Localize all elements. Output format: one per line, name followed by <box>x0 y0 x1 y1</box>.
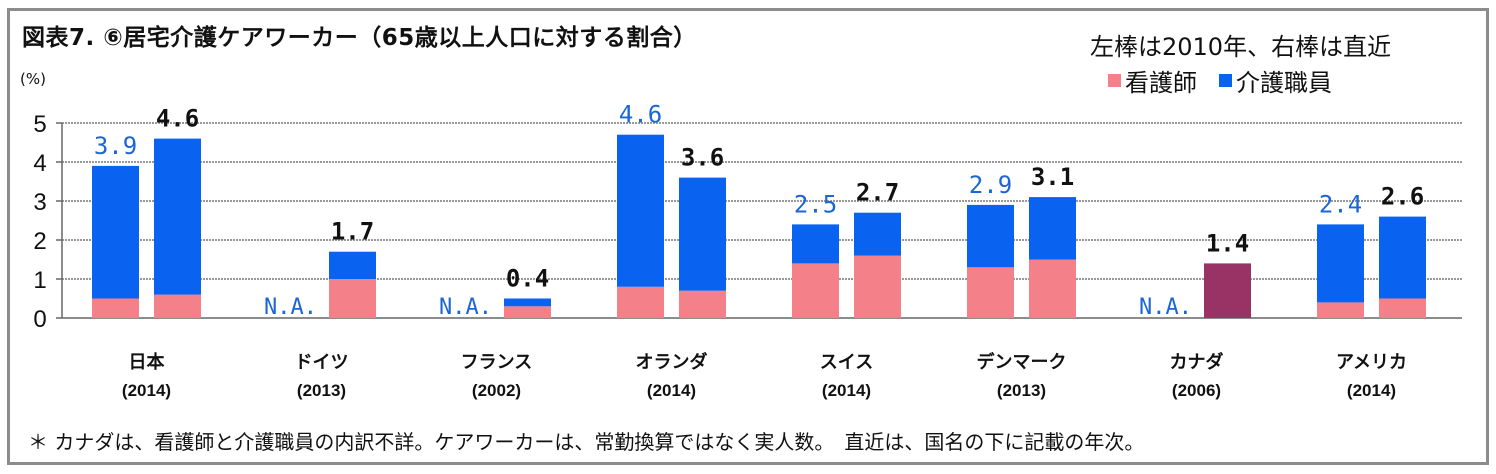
legend-swatch-nurse <box>1108 74 1121 87</box>
y-axis-unit: (%) <box>20 70 46 88</box>
x-category-label: スイス <box>820 352 873 373</box>
y-tick-label: 4 <box>33 150 46 177</box>
bar-nurse-left <box>792 263 839 318</box>
data-label-right: 1.4 <box>1206 229 1249 257</box>
x-category-label: カナダ <box>1170 351 1224 373</box>
bar-total-right <box>1204 263 1251 318</box>
x-category-label: 日本 <box>129 351 165 373</box>
chart-title: 図表7. ⑥居宅介護ケアワーカー（65歳以上人口に対する割合） <box>22 25 697 51</box>
bar-care-right <box>154 138 201 295</box>
data-label-left: N.A. <box>439 295 492 320</box>
data-label-left: 2.5 <box>794 190 837 218</box>
legend-item-care: 介護職員 <box>1219 63 1332 98</box>
x-category-year: (2014) <box>1347 381 1396 400</box>
bar-nurse-right <box>504 306 551 318</box>
bar-nurse-left <box>967 267 1014 318</box>
y-tick-label: 5 <box>33 111 46 138</box>
data-label-right: 2.6 <box>1381 183 1424 211</box>
legend-label: 看護師 <box>1125 69 1197 97</box>
bar-care-right <box>504 298 551 307</box>
legend-note: 左棒は2010年、右棒は直近 <box>1090 33 1392 61</box>
footnote: ＊ カナダは、看護師と介護職員の内訳不詳。ケアワーカーは、常勤換算ではなく実人数… <box>28 430 1145 454</box>
legend: 看護師 介護職員 <box>1108 63 1332 98</box>
bar-nurse-left <box>92 298 139 318</box>
bar-care-left <box>792 224 839 264</box>
y-tick-label: 3 <box>33 189 46 216</box>
data-label-left: N.A. <box>264 295 317 320</box>
bar-care-left <box>1317 224 1364 303</box>
x-category-year: (2013) <box>297 381 346 400</box>
x-category-label: オランダ <box>636 351 708 373</box>
data-label-right: 0.4 <box>506 265 549 293</box>
x-category-year: (2014) <box>122 381 171 400</box>
bar-nurse-right <box>329 279 376 318</box>
y-tick-label: 1 <box>33 267 46 294</box>
x-category-label: デンマーク <box>977 351 1067 373</box>
legend-item-nurse: 看護師 <box>1108 63 1197 98</box>
data-label-right: 3.1 <box>1031 163 1074 191</box>
bar-care-right <box>329 251 376 279</box>
data-label-left: 2.4 <box>1319 190 1362 218</box>
data-label-right: 4.6 <box>156 105 199 133</box>
bar-care-right <box>1029 197 1076 260</box>
bar-nurse-right <box>854 255 901 318</box>
x-category-year: (2014) <box>647 381 696 400</box>
x-category-year: (2014) <box>822 381 871 400</box>
x-category-year: (2013) <box>997 381 1046 400</box>
bar-nurse-right <box>1029 259 1076 318</box>
legend-label: 介護職員 <box>1236 69 1332 97</box>
bar-care-left <box>92 165 139 299</box>
x-category-year: (2002) <box>472 381 521 400</box>
bar-care-right <box>679 177 726 291</box>
bar-care-right <box>1379 216 1426 299</box>
bar-care-left <box>617 134 664 287</box>
y-tick-label: 2 <box>33 228 46 255</box>
x-category-label: ドイツ <box>295 352 349 373</box>
chart-border <box>7 8 1489 465</box>
data-label-right: 1.7 <box>331 218 374 246</box>
x-category-label: フランス <box>461 352 533 373</box>
y-tick-label: 0 <box>33 306 46 333</box>
data-label-right: 3.6 <box>681 144 724 172</box>
bar-nurse-left <box>1317 302 1364 318</box>
data-label-left: 4.6 <box>619 101 662 129</box>
bar-nurse-right <box>679 290 726 318</box>
x-category-label: アメリカ <box>1336 352 1407 373</box>
bar-nurse-left <box>617 286 664 318</box>
x-category-year: (2006) <box>1172 381 1221 400</box>
data-label-left: 3.9 <box>94 132 137 160</box>
data-label-left: N.A. <box>1139 295 1192 320</box>
data-label-right: 2.7 <box>856 179 899 207</box>
bar-care-right <box>854 212 901 256</box>
data-label-left: 2.9 <box>969 171 1012 199</box>
legend-swatch-care <box>1219 74 1232 87</box>
bar-nurse-right <box>154 294 201 318</box>
bar-care-left <box>967 204 1014 268</box>
bar-nurse-right <box>1379 298 1426 318</box>
